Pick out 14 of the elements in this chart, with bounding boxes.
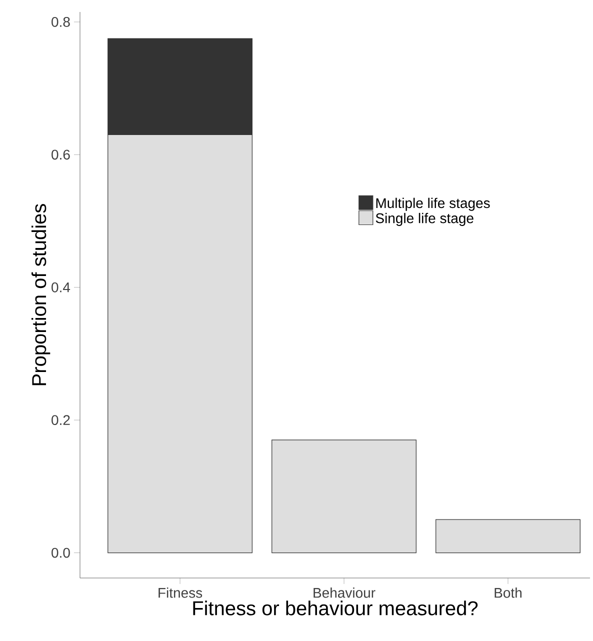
y-tick-label: 0.6	[52, 150, 70, 160]
y-tick-label: 0.0	[52, 548, 70, 558]
y-tick-label: 0.8	[52, 16, 70, 27]
y-tick-label: 0.4	[52, 282, 70, 292]
y-tick-label: 0.2	[52, 415, 70, 426]
x-tick-label: Behaviour	[314, 588, 376, 598]
x-tick-label: Both	[494, 588, 522, 598]
bar	[272, 440, 416, 554]
y-axis-title: Proportion of studies	[31, 204, 50, 386]
bar	[436, 519, 580, 554]
legend-label: Single life stage	[376, 212, 474, 226]
x-axis-title: Fitness or behaviour measured?	[193, 600, 478, 616]
x-tick-label: Fitness	[158, 588, 202, 598]
legend-label: Multiple life stages	[376, 198, 490, 211]
